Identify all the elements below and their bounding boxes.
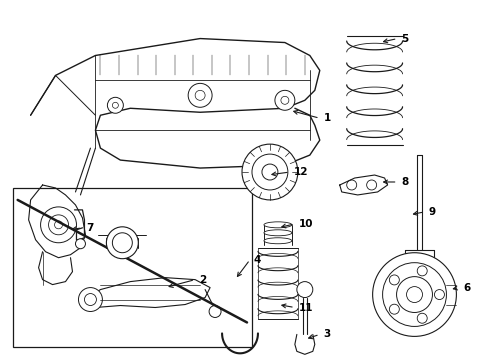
Circle shape: [435, 289, 444, 300]
Circle shape: [390, 275, 399, 285]
Bar: [13, 188, 252, 347]
Text: 7: 7: [86, 223, 94, 233]
Ellipse shape: [264, 238, 292, 244]
Text: 12: 12: [294, 167, 308, 177]
Circle shape: [275, 90, 295, 110]
Circle shape: [107, 97, 123, 113]
Circle shape: [75, 239, 85, 249]
Text: 8: 8: [401, 177, 409, 187]
Text: 11: 11: [299, 302, 313, 312]
Circle shape: [417, 266, 427, 276]
Circle shape: [188, 84, 212, 107]
Circle shape: [106, 227, 138, 259]
Ellipse shape: [264, 230, 292, 236]
Text: 5: 5: [401, 33, 409, 44]
Circle shape: [417, 313, 427, 323]
Text: 10: 10: [299, 219, 313, 229]
Circle shape: [78, 288, 102, 311]
Text: 2: 2: [199, 275, 206, 285]
Ellipse shape: [264, 222, 292, 228]
Circle shape: [372, 253, 456, 336]
Circle shape: [41, 207, 76, 243]
Circle shape: [242, 144, 298, 200]
Circle shape: [209, 306, 221, 318]
Text: 4: 4: [254, 255, 261, 265]
Text: 6: 6: [464, 283, 470, 293]
Text: 1: 1: [324, 113, 331, 123]
Circle shape: [297, 282, 313, 298]
Circle shape: [390, 304, 399, 314]
Text: 9: 9: [428, 207, 436, 217]
Text: 3: 3: [324, 329, 331, 339]
